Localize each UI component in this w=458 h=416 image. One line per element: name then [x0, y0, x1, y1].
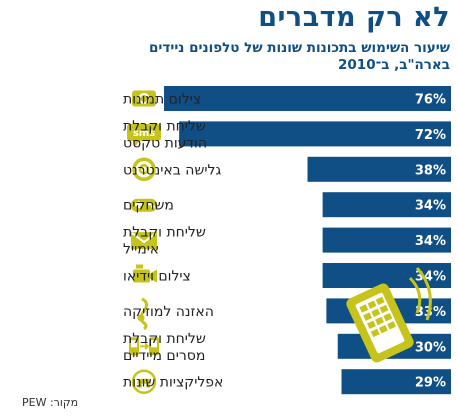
category-label: מסרים מיידיים — [123, 348, 205, 364]
chart-title: לא רק מדברים — [258, 2, 450, 33]
sms-icon: sms — [127, 123, 161, 147]
envelope-icon — [131, 232, 157, 250]
subtitle-line-2: בארה"ב, ב־2010 — [338, 57, 450, 73]
at-sign-icon — [132, 157, 156, 182]
category-label: הודעות טקסט — [123, 135, 207, 151]
value-label: 76% — [415, 93, 446, 108]
bar — [179, 121, 452, 147]
category-label: שליחת וקבלת — [123, 225, 206, 241]
value-label: 29% — [415, 376, 446, 391]
category-label: צילום תמונות — [123, 92, 201, 108]
bar-row: 34% משחקים — [123, 192, 451, 218]
value-label: 38% — [415, 163, 446, 178]
camera-icon — [132, 90, 156, 107]
category-label: שליחת וקבלת — [123, 331, 206, 347]
value-label: 72% — [415, 128, 446, 143]
category-label: האזנה למוזיקה — [123, 304, 214, 320]
video-camera-icon — [133, 264, 157, 283]
category-label: משחקים — [123, 198, 174, 214]
category-label: צילום וידיאו — [123, 269, 191, 285]
music-note-icon — [137, 297, 149, 331]
subtitle-line-1: שיעור השימוש בתכונות שונות של טלפונים ני… — [149, 40, 450, 56]
bar — [307, 156, 451, 182]
bar — [322, 263, 451, 288]
value-label: 30% — [415, 340, 446, 355]
category-label: גלישה באינטרנט — [123, 162, 221, 178]
category-label: אימייל — [123, 242, 159, 258]
gamepad-icon — [131, 198, 157, 212]
value-label: 34% — [415, 234, 446, 249]
bar-row: 38% גלישה באינטרנט — [123, 156, 451, 182]
bar — [322, 192, 451, 218]
bar — [164, 86, 452, 111]
bar — [341, 369, 451, 395]
mobile-phone-icon — [346, 266, 432, 363]
bar-row: 76% צילום תמונות — [123, 86, 452, 111]
bar-row: 34%צילום וידיאו — [123, 263, 451, 288]
apps-icon — [131, 369, 157, 394]
svg-text:sms: sms — [133, 128, 155, 139]
category-label: אפליקציות שונות — [123, 375, 223, 391]
bar — [322, 227, 451, 253]
value-label: 34% — [415, 199, 446, 214]
source-note: מקור: PEW — [22, 396, 79, 409]
instant-message-icon — [129, 337, 159, 356]
chart-subtitle: שיעור השימוש בתכונות שונות של טלפונים ני… — [10, 40, 450, 74]
bar-row: 29% אפליקציות שונות — [123, 369, 451, 395]
category-label: שליחת וקבלת — [123, 118, 206, 134]
